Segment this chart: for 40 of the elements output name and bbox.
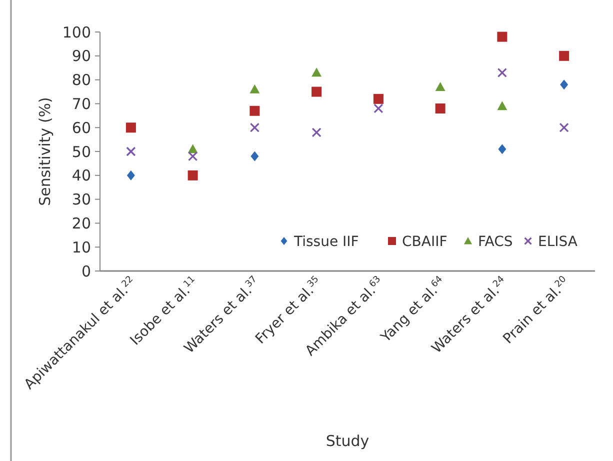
point (126, 146, 136, 156)
y-tick-label: 20 (72, 214, 91, 232)
point (250, 151, 259, 162)
y-tick-label: 10 (72, 238, 91, 256)
legend-label: Tissue IIF (293, 234, 359, 250)
point (126, 122, 136, 133)
point (435, 103, 446, 114)
point (250, 122, 260, 132)
point (250, 84, 260, 94)
point (559, 50, 570, 61)
point (497, 101, 508, 110)
legend-label: CBAIIF (402, 234, 448, 250)
y-tick-label: 0 (81, 262, 91, 280)
y-tick-label: 40 (72, 166, 91, 185)
point (312, 128, 322, 138)
y-tick-label: 100 (62, 23, 91, 42)
y-axis-title: Sensitivity (%) (36, 97, 54, 206)
y-tick-label: 70 (72, 94, 91, 113)
point (374, 104, 384, 114)
point (373, 94, 384, 104)
point (435, 82, 446, 91)
y-tick-label: 30 (72, 190, 91, 209)
point (497, 68, 507, 78)
y-tick-label: 80 (72, 71, 91, 90)
y-tick-label: 60 (72, 118, 91, 137)
point (188, 151, 198, 162)
point (560, 80, 568, 90)
y-tick-label: 50 (72, 142, 91, 161)
point (559, 122, 569, 132)
point (497, 32, 508, 42)
point (250, 106, 260, 116)
x-axis-title: Study (326, 432, 370, 450)
legend-label: FACS (478, 234, 513, 250)
point (188, 170, 198, 180)
point (498, 144, 506, 154)
y-tick-label: 90 (72, 47, 91, 66)
legend-label: ELISA (538, 234, 578, 250)
point (312, 68, 322, 77)
point (126, 170, 135, 180)
point (312, 86, 322, 97)
